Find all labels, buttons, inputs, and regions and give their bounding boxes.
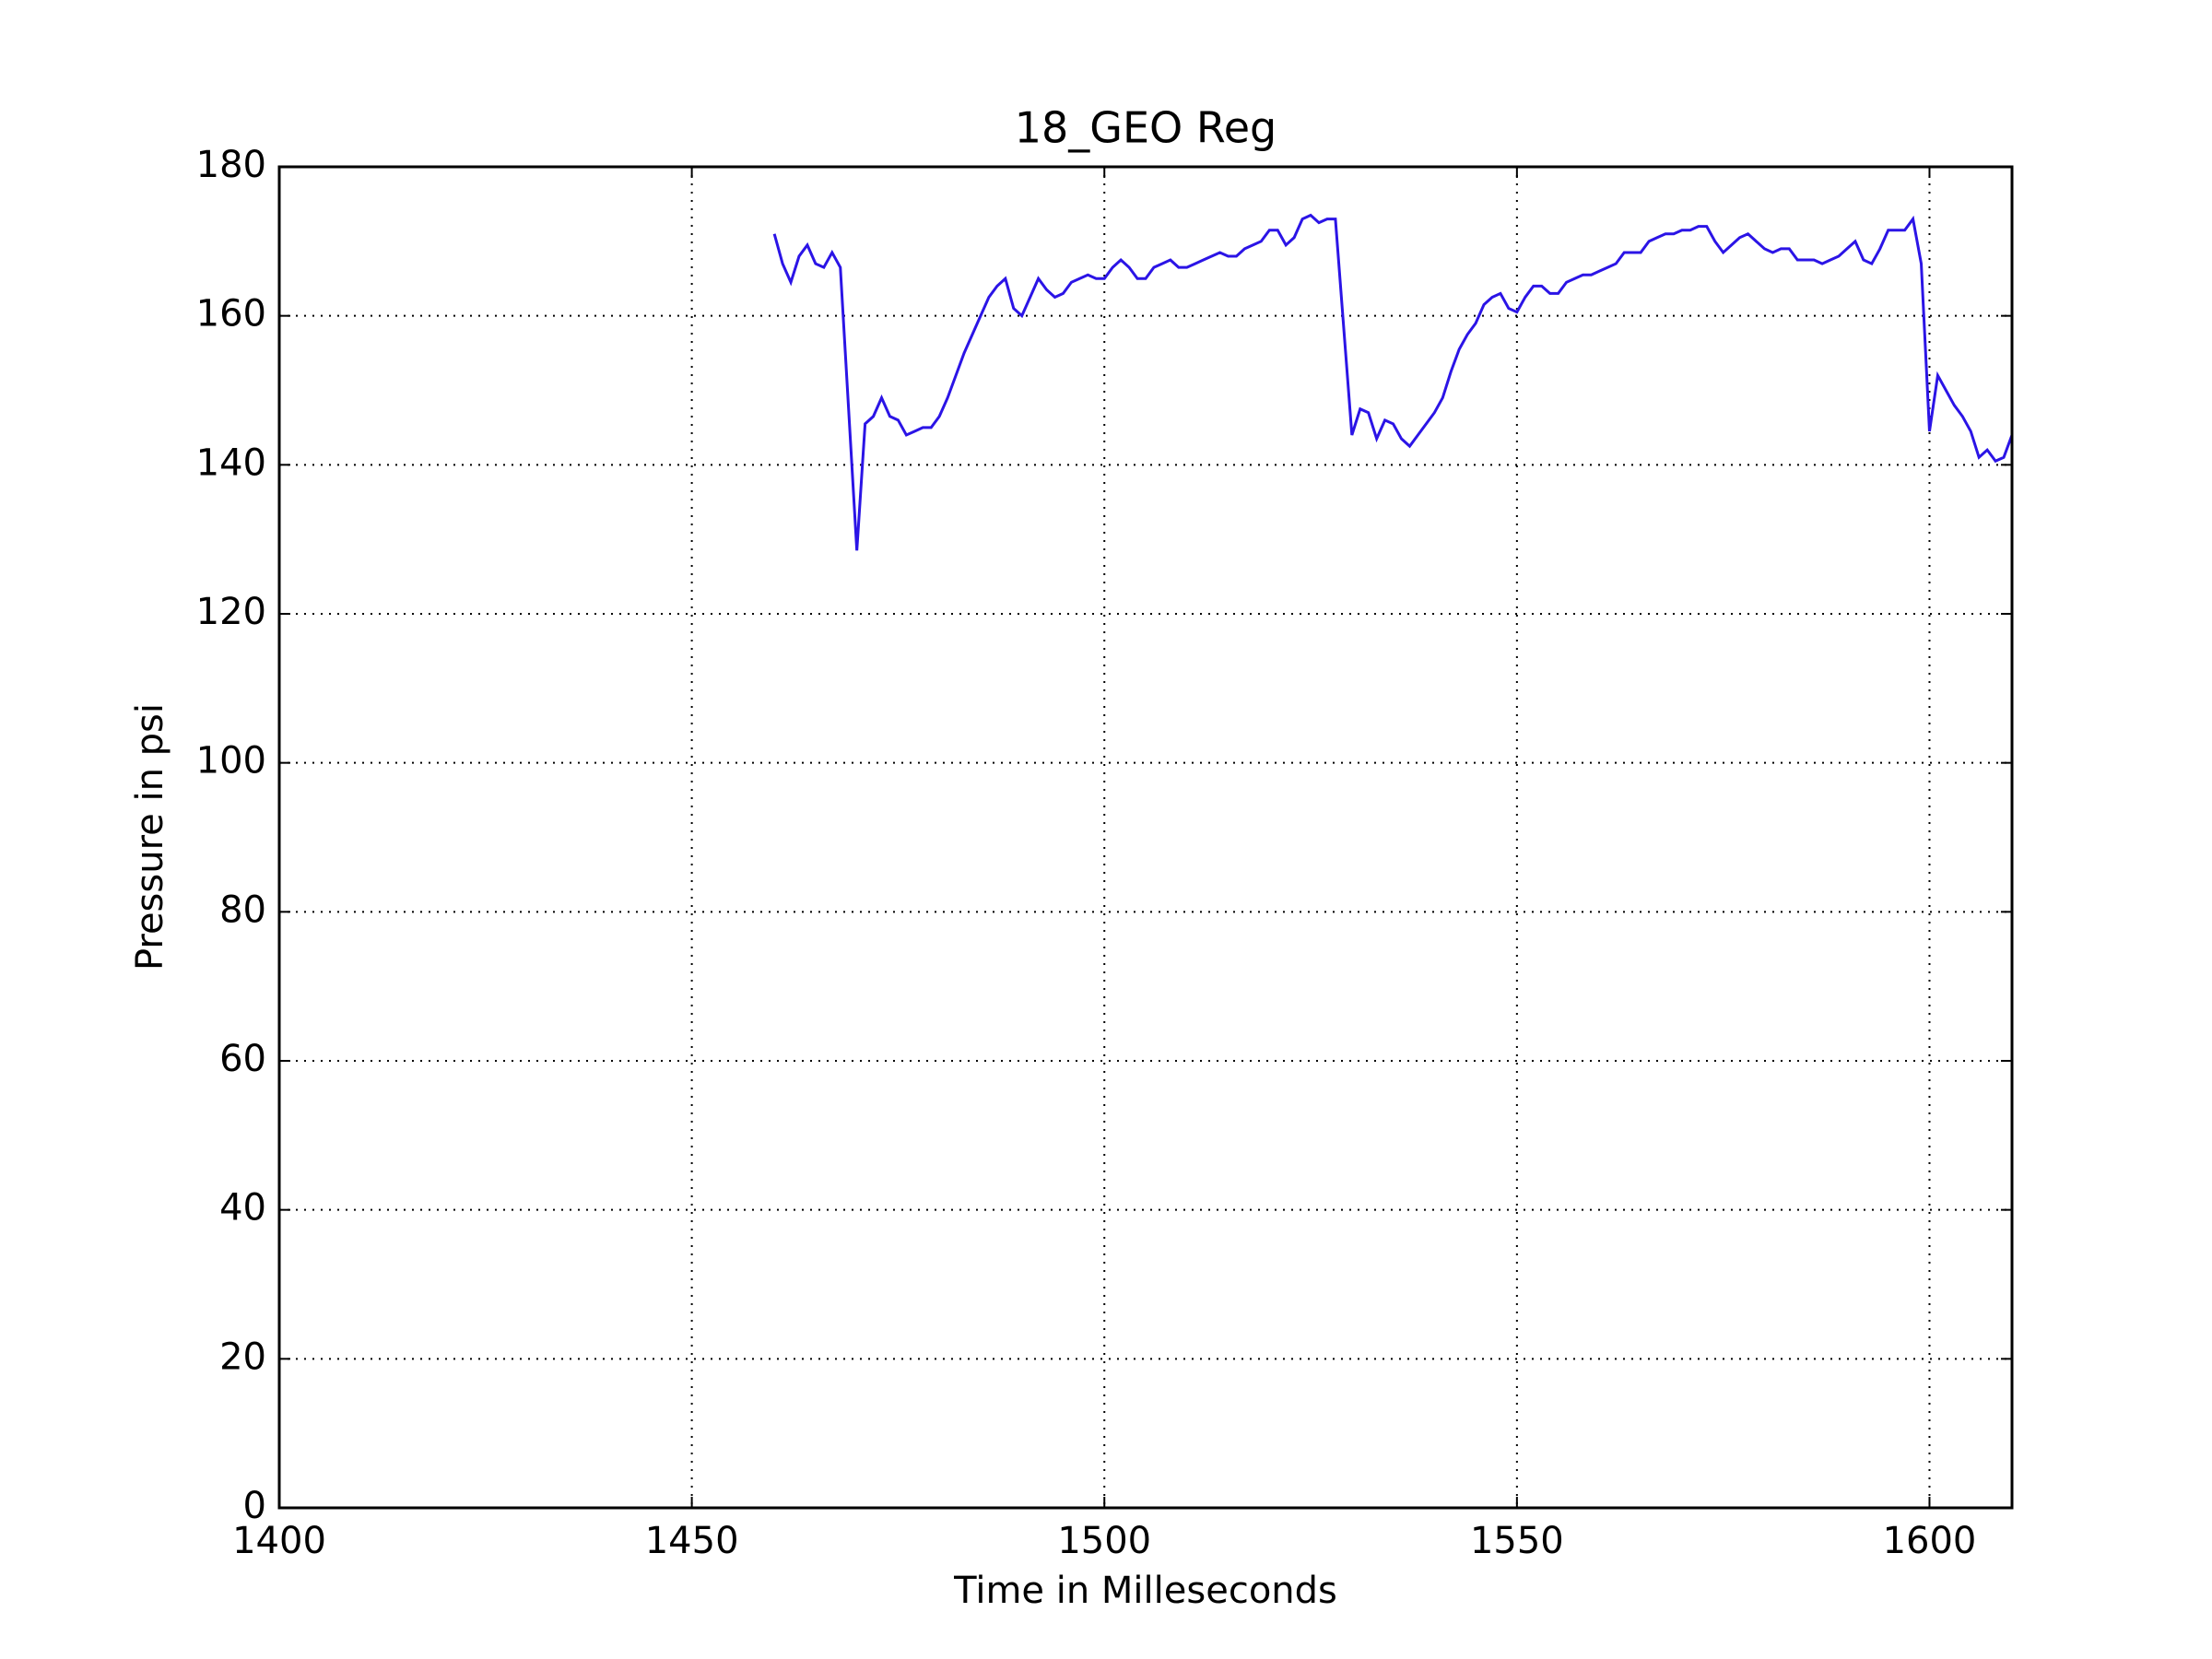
x-tick-label: 1500: [1057, 1520, 1151, 1562]
chart-title: 18_GEO Reg: [1015, 103, 1277, 153]
x-tick-label: 1400: [232, 1520, 326, 1562]
x-axis-label: Time in Milleseconds: [953, 1570, 1337, 1612]
y-tick-label: 100: [196, 740, 266, 782]
y-tick-label: 180: [196, 144, 266, 186]
y-tick-label: 20: [219, 1335, 266, 1378]
data-line: [772, 213, 2014, 551]
y-tick-label: 80: [219, 888, 266, 931]
y-tick-label: 160: [196, 293, 266, 335]
y-tick-label: 60: [219, 1038, 266, 1080]
y-axis-label: Pressure in psi: [129, 703, 171, 971]
y-tick-label: 140: [196, 441, 266, 484]
x-tick-label: 1450: [645, 1520, 739, 1562]
y-tick-label: 120: [196, 591, 266, 633]
plot-frame: [277, 165, 2014, 1510]
y-tick-label: 40: [219, 1187, 266, 1230]
x-tick-label: 1600: [1883, 1520, 1977, 1562]
y-tick-label: 0: [243, 1485, 266, 1527]
x-tick-label: 1550: [1470, 1520, 1564, 1562]
